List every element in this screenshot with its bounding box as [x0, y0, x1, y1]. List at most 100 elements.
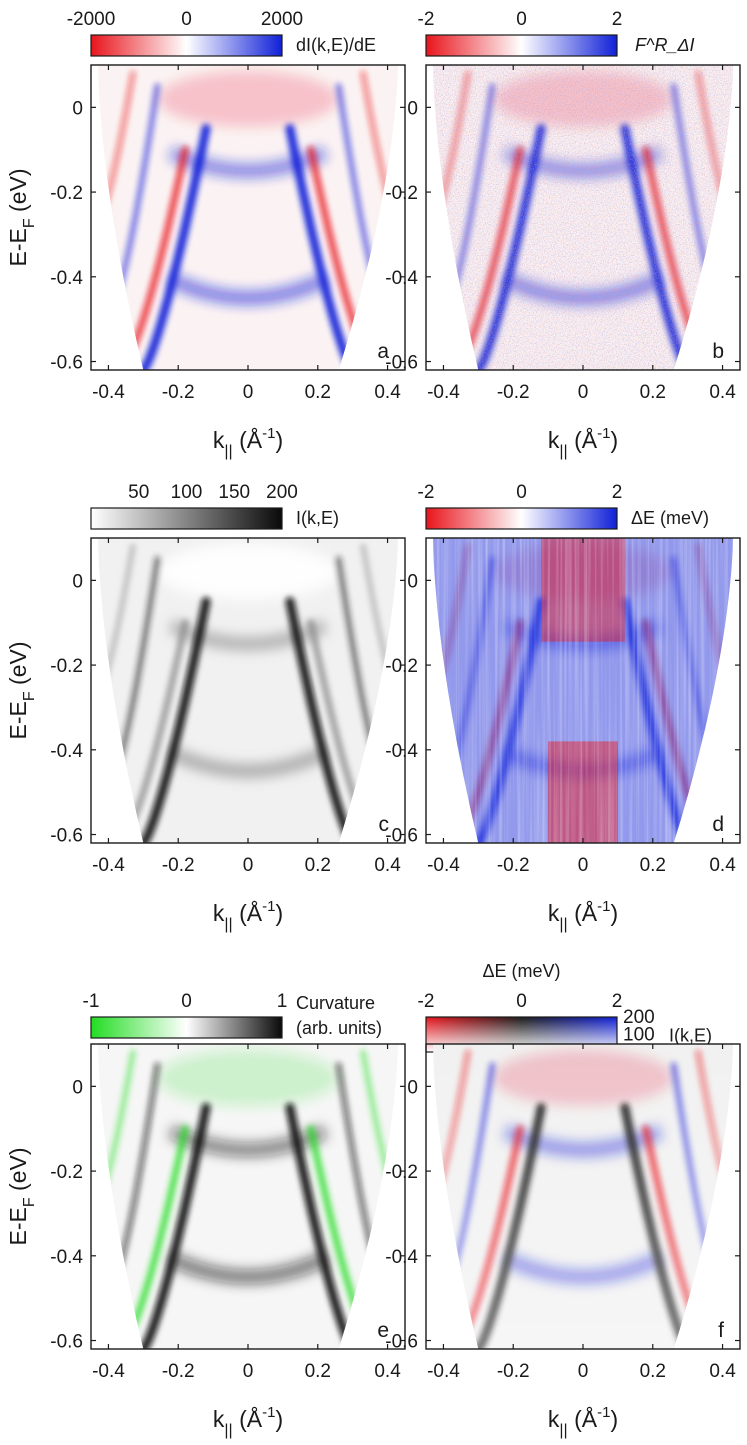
colorbar-tick-label: -2: [418, 991, 435, 1012]
y-tick-label: -0.2: [50, 656, 83, 677]
colorbar-frame: [90, 507, 283, 530]
panel-b: -0.4 -0.2 0 0.2 0.4 0 -0.2 -0.4 -0.6 b: [385, 64, 741, 403]
colorbar-gradient: [91, 1017, 282, 1038]
x-tick-label: -0.2: [497, 382, 530, 403]
colorbar-tick-label: 200: [266, 482, 298, 503]
colorbar-label: Curvature: [296, 993, 375, 1013]
colorbar-tick-label: 0: [181, 9, 192, 30]
y-tick-label: -0.4: [50, 1247, 83, 1268]
colorbar-gradient: [91, 35, 282, 56]
colorbar-tick-label: -2: [418, 482, 435, 503]
colorbar-frame: [425, 34, 618, 57]
x-tick-label: 0.4: [709, 855, 736, 876]
colorbar-label: I(k,E): [296, 508, 339, 528]
y-tick-label: -0.2: [385, 1162, 418, 1183]
colorbar-tick-label: -2: [418, 9, 435, 30]
colorbar-a: -2000 0 2000 dI(k,E)/dE: [67, 9, 376, 57]
x-tick-label: 0.2: [305, 855, 331, 876]
x-tick-label: -0.2: [162, 1361, 195, 1382]
x-tick-label: -0.2: [162, 382, 195, 403]
colorbar-frame: [90, 1016, 283, 1039]
heatmap-a: [98, 65, 398, 370]
panel-letter: b: [712, 340, 724, 363]
colorbar-tick-label: 0: [181, 991, 192, 1012]
colorbar-label: ΔE (meV): [631, 508, 709, 528]
x-tick-label: 0: [578, 855, 589, 876]
y-tick-label: 0: [407, 571, 418, 592]
y-tick-label: -0.4: [385, 268, 418, 289]
colorbar-frame: [90, 34, 283, 57]
colorbar-tick-label: 0: [516, 482, 527, 503]
y-tick-label: -0.6: [50, 353, 83, 374]
x-axis-title: k|| (Å-1): [548, 1404, 618, 1439]
y-tick-label: -0.4: [50, 741, 83, 762]
heatmap-b: [433, 65, 733, 370]
colorbar-tick-label: 150: [218, 482, 250, 503]
heatmap-e: [98, 1044, 398, 1349]
x-axis-title: k|| (Å-1): [213, 1404, 283, 1439]
x-tick-label: 0.2: [305, 382, 331, 403]
colorbar-tick-label: 2000: [261, 9, 303, 30]
y-tick-label: -0.2: [50, 183, 83, 204]
heatmap-f: [433, 1044, 733, 1349]
panel-letter: c: [379, 813, 390, 836]
colorbar-b: -2 0 2 F^R_ΔI: [418, 9, 695, 57]
colorbar-d: -2 0 2 ΔE (meV): [418, 482, 709, 530]
colorbar-tick-label: 50: [128, 482, 149, 503]
x-axis-title: k|| (Å-1): [548, 425, 618, 460]
x-tick-label: 0.2: [640, 1361, 666, 1382]
colorbar-tick-label: 2: [612, 482, 623, 503]
x-tick-label: 0.4: [374, 382, 401, 403]
x-tick-label: 0: [243, 382, 254, 403]
y-tick-label: 0: [407, 1077, 418, 1098]
y-tick-label: -0.2: [385, 656, 418, 677]
colorbar-tick-label: 0: [516, 991, 527, 1012]
x-tick-label: 0.2: [640, 855, 666, 876]
colorbar-gradient: [91, 508, 282, 529]
x-tick-label: 0: [243, 855, 254, 876]
colorbar-label-2: I(k,E): [669, 1026, 712, 1046]
colorbar-tick-label: 100: [171, 482, 203, 503]
colorbar-c: 50 100 150 200 I(k,E): [90, 482, 339, 530]
colorbar-tick-label: 0: [516, 9, 527, 30]
colorbar-label: F^R_ΔI: [635, 35, 695, 55]
x-axis-title: k|| (Å-1): [213, 898, 283, 933]
x-tick-label: 0.4: [374, 855, 401, 876]
colorbar-tick-label: 2: [612, 991, 623, 1012]
panel-letter: f: [718, 1319, 724, 1342]
colorbar-tick-label: -2000: [67, 9, 116, 30]
y-axis-title: E-EF (eV): [5, 169, 38, 267]
y-tick-label: -0.4: [385, 741, 418, 762]
y-tick-label: -0.6: [385, 353, 418, 374]
y-tick-label: 0: [72, 1077, 83, 1098]
x-tick-label: -0.2: [497, 1361, 530, 1382]
x-tick-label: -0.4: [92, 382, 125, 403]
y-axis-title: E-EF (eV): [5, 1148, 38, 1246]
x-tick-label: -0.2: [497, 855, 530, 876]
colorbar-frame: [425, 507, 618, 530]
y-tick-label: -0.4: [385, 1247, 418, 1268]
heatmap-c: [98, 538, 398, 843]
x-tick-label: -0.4: [427, 382, 460, 403]
panel-e: -0.4 -0.2 0 0.2 0.4 0 -0.2 -0.4 -0.6 e: [50, 1043, 406, 1382]
colorbar-gradient: [426, 35, 617, 56]
x-tick-label: -0.4: [427, 1361, 460, 1382]
colorbar-tick-label-2: 100: [623, 1025, 655, 1046]
x-tick-label: 0.2: [305, 1361, 331, 1382]
colorbar-label: dI(k,E)/dE: [296, 35, 376, 55]
heatmap-d: [433, 538, 733, 843]
x-axis-title: k|| (Å-1): [548, 898, 618, 933]
x-tick-label: -0.2: [162, 855, 195, 876]
colorbar-label: ΔE (meV): [482, 961, 560, 981]
x-tick-label: 0: [243, 1361, 254, 1382]
x-tick-label: -0.4: [92, 855, 125, 876]
colorbar-tick-label: -1: [83, 991, 100, 1012]
x-tick-label: 0.2: [640, 382, 666, 403]
colorbar-tick-label: 1: [277, 991, 288, 1012]
x-tick-label: 0.4: [374, 1361, 401, 1382]
x-axis-title: k|| (Å-1): [213, 425, 283, 460]
y-tick-label: 0: [407, 98, 418, 119]
x-tick-label: -0.4: [427, 855, 460, 876]
colorbar-e: -1 0 1 Curvature (arb. units): [83, 991, 382, 1039]
